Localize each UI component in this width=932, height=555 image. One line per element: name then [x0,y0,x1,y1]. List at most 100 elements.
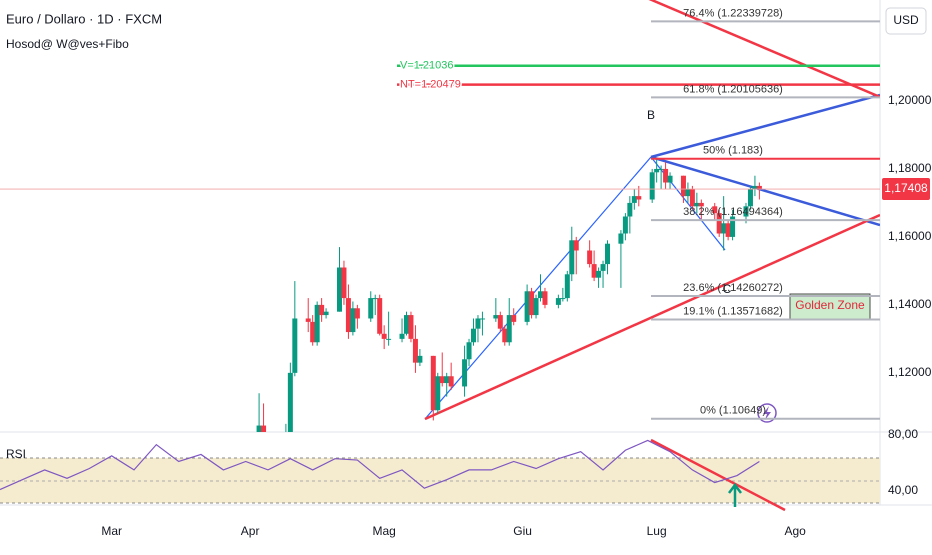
candle-body [336,267,342,312]
currency: USD [893,13,919,27]
candle-body [694,202,700,207]
rsi-line [0,439,760,491]
level-label: V=1.21036 [400,60,454,72]
zone-label: Golden Zone [795,298,865,312]
candle-body [502,328,508,343]
candle-body [417,355,423,363]
candle-body [680,175,686,197]
level-label: NT=1.20479 [400,79,461,91]
y-tick-label: 1,14000 [888,297,932,311]
currency-box[interactable] [885,7,927,35]
candle-body [649,172,655,200]
rsi-trend-line [650,438,786,512]
trend-line [424,213,880,421]
candle-body [600,264,606,271]
candle-body [314,304,320,343]
rsi-tick-label: 40,00 [888,483,918,497]
candle-body [386,338,392,340]
candle-body [756,185,762,189]
candle-body [261,425,267,432]
x-tick-label: Giu [513,524,532,538]
candle-body [381,333,387,339]
fib-label: 0% (1.10649) [700,405,766,417]
candle-body [305,318,311,322]
candle-body [542,291,548,305]
rsi-tick-label: 80,00 [888,427,918,441]
y-tick-label: 1,18000 [888,161,932,175]
candle-body [399,333,405,339]
candle-body [471,328,477,343]
candle-body [310,321,316,343]
candle-body [591,264,597,278]
x-tick-label: Apr [241,524,260,538]
fib-label: 61.8% (1.20105636) [683,83,783,95]
candle-body [596,270,602,278]
y-tick-label: 1,20000 [888,93,932,107]
candle-body [712,206,718,214]
candle-body [538,291,544,299]
candle-body [511,315,517,322]
y-tick-label: 1,16000 [888,229,932,243]
candle-body [430,355,436,411]
candle-body [524,291,530,322]
last-price-box [882,178,930,201]
candle-body [569,240,575,275]
candle-body [354,308,360,319]
candle-body [605,243,611,265]
candle-body [730,216,736,237]
candle-body [698,202,704,207]
candle-body [725,223,731,237]
candle-body [256,425,262,432]
trend-line [650,155,880,227]
candle-body [412,338,418,363]
candle-body [721,223,727,234]
candle-body [287,372,293,432]
candle-body [752,185,758,190]
candle-body [564,274,570,299]
candle-body [529,291,535,316]
candle-body [403,315,409,334]
candle-body [350,308,356,333]
candle-body [408,315,414,339]
candle-body [555,298,561,305]
point-label: C [723,282,732,296]
candle-body [341,267,347,299]
candle-body [658,168,664,170]
candle-body [689,189,695,207]
candle-body [462,359,468,387]
candle-body [627,202,633,217]
candle-body [667,175,673,183]
candle-body [506,315,512,343]
x-tick-label: Lug [647,524,667,538]
candle-body [636,196,642,200]
candle-body [747,189,753,207]
x-tick-label: Mar [101,524,122,538]
candle-body [372,298,378,300]
indicator-name: Hosod@ W@ves+Fibo [6,37,129,51]
golden-zone [789,293,871,320]
candle-body [685,189,691,197]
x-tick-label: Mag [372,524,395,538]
candle-body [292,318,298,373]
candle-body [663,168,669,183]
fib-label: 19.1% (1.13571682) [683,305,783,317]
candle-body [497,315,503,329]
candle-body [439,376,445,384]
candle-body [448,376,454,387]
candle-body [716,213,722,234]
trend-line [648,0,880,99]
candle-body [622,216,628,234]
candle-body [444,376,450,384]
candle-body [654,168,660,173]
trend-line [650,93,880,159]
candle-body [743,206,749,217]
candle-body [533,298,539,316]
candle-body [466,342,472,360]
chart-title: Euro / Dollaro · 1D · FXCM [6,11,162,26]
candle-body [319,304,325,316]
candle-body [479,318,485,320]
candle-body [493,315,499,319]
fib-label: 50% (1.183) [703,145,763,157]
